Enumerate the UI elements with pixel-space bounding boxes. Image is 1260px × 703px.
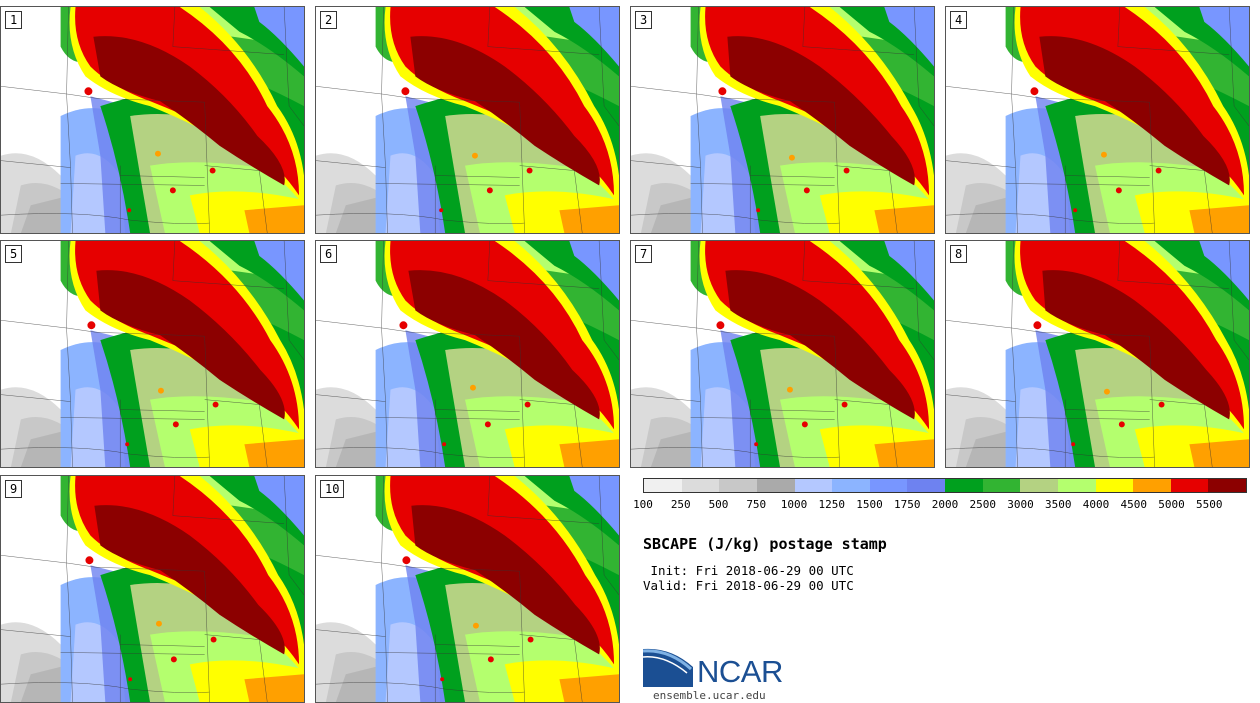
valid-time: Valid: Fri 2018-06-29 00 UTC (643, 578, 854, 593)
panel-number: 5 (5, 245, 23, 263)
colorbar-segment (1208, 479, 1246, 492)
figure-title: SBCAPE (J/kg) postage stamp (643, 535, 887, 553)
ncar-logo-text: NCAR (697, 654, 783, 689)
map-panel: 10 (315, 475, 620, 703)
map-panel: 2 (315, 6, 620, 234)
colorbar-tick-label: 1000 (780, 498, 808, 511)
panel-number: 7 (635, 245, 653, 263)
colorbar-tick-label: 2500 (969, 498, 997, 511)
colorbar-segment (832, 479, 870, 492)
panel-number: 3 (635, 11, 653, 29)
panel-number: 6 (320, 245, 338, 263)
map-panel: 1 (0, 6, 305, 234)
colorbar-tick-label: 1250 (818, 498, 846, 511)
colorbar-tick-label: 1750 (894, 498, 921, 511)
panel-number: 4 (950, 11, 968, 29)
map-panel: 3 (630, 6, 935, 234)
panel-number: 1 (5, 11, 23, 29)
colorbar-segment (1020, 479, 1058, 492)
colorbar-tick-label: 5000 (1158, 498, 1185, 511)
colorbar-tick-label: 750 (746, 498, 767, 511)
colorbar-tick-label: 100 (633, 498, 653, 511)
colorbar-segment (907, 479, 945, 492)
colorbar-tick-label: 250 (670, 498, 691, 511)
panel-number: 9 (5, 480, 23, 498)
ncar-logo-icon (643, 648, 693, 687)
colorbar-segment (719, 479, 757, 492)
colorbar (643, 478, 1247, 493)
map-panel: 8 (945, 240, 1250, 468)
map-panel: 6 (315, 240, 620, 468)
colorbar-segment (1095, 479, 1134, 492)
map-panel: 4 (945, 6, 1250, 234)
panel-number: 10 (320, 480, 345, 498)
colorbar-segment (1170, 479, 1209, 492)
map-panel: 5 (0, 240, 305, 468)
colorbar-segment (644, 479, 682, 492)
panel-number: 8 (950, 245, 968, 263)
colorbar-tick-label: 4500 (1120, 498, 1148, 511)
colorbar-segment (1057, 479, 1096, 492)
colorbar-segment (681, 479, 720, 492)
colorbar-ticks: 100 250 500 750 1000 1250 1500 1750 2000 2500 3000… (633, 498, 1247, 512)
colorbar-segment (756, 479, 795, 492)
colorbar-segment (1133, 479, 1171, 492)
colorbar-tick-label: 500 (708, 498, 729, 511)
map-panel: 9 (0, 475, 305, 703)
colorbar-segment (945, 479, 983, 492)
colorbar-segment (982, 479, 1021, 492)
panel-number: 2 (320, 11, 338, 29)
map-panel: 7 (630, 240, 935, 468)
colorbar-tick-label: 5500 (1196, 498, 1223, 511)
colorbar-tick-label: 3500 (1045, 498, 1072, 511)
colorbar-segment (869, 479, 908, 492)
init-time: Init: Fri 2018-06-29 00 UTC (643, 563, 854, 578)
colorbar-segment (794, 479, 833, 492)
colorbar-tick-label: 3000 (1007, 498, 1034, 511)
ensemble-url: ensemble.ucar.edu (653, 689, 766, 702)
colorbar-tick-label: 1500 (856, 498, 883, 511)
colorbar-tick-label: 2000 (931, 498, 959, 511)
colorbar-tick-label: 4000 (1082, 498, 1110, 511)
